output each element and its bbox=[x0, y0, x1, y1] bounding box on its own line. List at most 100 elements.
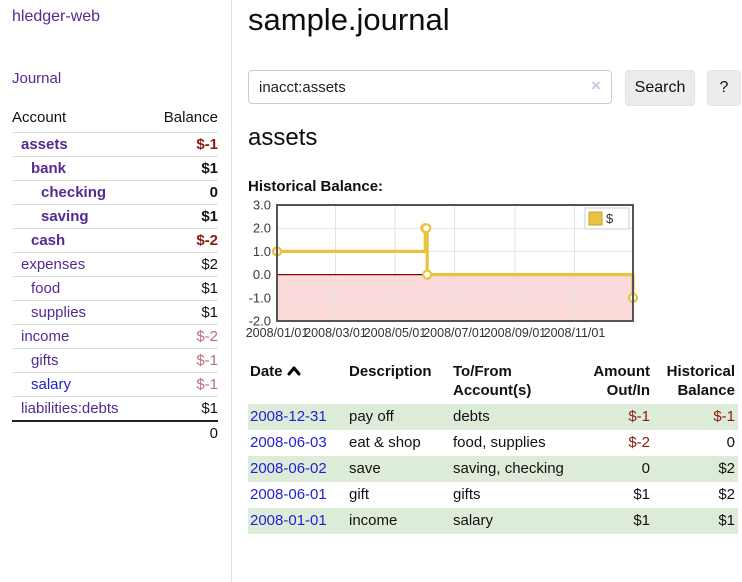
svg-text:1.0: 1.0 bbox=[253, 244, 271, 259]
account-row-checking: checking 0 bbox=[12, 180, 218, 204]
register-table: Date Description To/From Account(s) Amou… bbox=[248, 360, 738, 534]
transaction-date-link[interactable]: 2008-06-02 bbox=[250, 460, 327, 477]
help-button[interactable]: ? bbox=[707, 70, 741, 106]
account-balance: $-1 bbox=[196, 136, 218, 153]
account-link-liabilities-debts[interactable]: liabilities:debts bbox=[21, 400, 119, 417]
svg-text:2008/05/01: 2008/05/01 bbox=[364, 326, 427, 340]
accounts-table-header: Account Balance bbox=[12, 105, 218, 132]
transaction-date-cell: 2008-12-31 bbox=[248, 404, 347, 430]
transaction-description-cell: eat & shop bbox=[349, 434, 421, 451]
accounts-total-row: 0 bbox=[12, 420, 218, 444]
transaction-row: 2008-06-01 gift gifts $1 $2 bbox=[248, 482, 738, 508]
column-header-date[interactable]: Date bbox=[248, 360, 347, 404]
account-row-food: food $1 bbox=[12, 276, 218, 300]
brand-link[interactable]: hledger-web bbox=[12, 8, 101, 25]
account-link-salary[interactable]: salary bbox=[31, 376, 72, 393]
svg-text:-2.0: -2.0 bbox=[249, 314, 271, 329]
svg-text:$: $ bbox=[606, 211, 614, 226]
search-button[interactable]: Search bbox=[625, 70, 695, 106]
transaction-accounts-cell: debts bbox=[453, 408, 490, 425]
account-link-checking[interactable]: checking bbox=[41, 184, 107, 201]
transaction-date-link[interactable]: 2008-01-01 bbox=[250, 512, 327, 529]
account-row-liabilities-debts: liabilities:debts $1 bbox=[12, 396, 218, 420]
account-link-bank[interactable]: bank bbox=[31, 160, 67, 177]
svg-text:2008/01/01: 2008/01/01 bbox=[246, 326, 309, 340]
transaction-amount-cell: $-2 bbox=[628, 434, 650, 451]
account-balance: $1 bbox=[201, 208, 218, 225]
account-link-gifts[interactable]: gifts bbox=[31, 352, 59, 369]
transaction-description-cell: income bbox=[349, 512, 398, 529]
sort-ascending-icon bbox=[287, 363, 301, 382]
account-balance: $1 bbox=[201, 400, 218, 417]
column-header-description: Description bbox=[349, 363, 432, 380]
sidebar-item-journal[interactable]: Journal bbox=[12, 70, 62, 87]
account-link-expenses[interactable]: expenses bbox=[21, 256, 86, 273]
account-row-expenses: expenses $2 bbox=[12, 252, 218, 276]
account-link-income[interactable]: income bbox=[21, 328, 70, 345]
account-row-bank: bank $1 bbox=[12, 156, 218, 180]
account-row-income: income $-2 bbox=[12, 324, 218, 348]
column-header-accounts: To/From Account(s) bbox=[453, 363, 532, 399]
account-balance: $-1 bbox=[196, 376, 218, 393]
search-form: × Search ? bbox=[248, 70, 742, 106]
account-row-cash: cash $-2 bbox=[12, 228, 218, 252]
sidebar: hledger-web Journal Account Balance asse… bbox=[0, 0, 232, 582]
svg-text:2008/11/01: 2008/11/01 bbox=[544, 326, 606, 340]
account-balance: $1 bbox=[201, 280, 218, 297]
transaction-date-cell: 2008-06-02 bbox=[248, 456, 347, 482]
transaction-date-link[interactable]: 2008-12-31 bbox=[250, 408, 327, 425]
transaction-date-link[interactable]: 2008-06-01 bbox=[250, 486, 327, 503]
transaction-date-cell: 2008-06-03 bbox=[248, 430, 347, 456]
account-row-assets: assets $-1 bbox=[12, 132, 218, 156]
accounts-table: Account Balance assets $-1 bank $1 check… bbox=[12, 105, 218, 444]
page-title: sample.journal bbox=[248, 2, 450, 37]
transaction-amount-cell: $-1 bbox=[628, 408, 650, 425]
historical-balance-chart: 3.0 2.0 1.0 0.0 -1.0 -2.0 2008/01/01 2008/03/01… bbox=[240, 198, 700, 350]
svg-text:2008/03/01: 2008/03/01 bbox=[304, 326, 367, 340]
transaction-date-cell: 2008-01-01 bbox=[248, 508, 347, 534]
account-balance: $1 bbox=[201, 160, 218, 177]
account-link-assets[interactable]: assets bbox=[21, 136, 68, 153]
account-balance: $1 bbox=[201, 304, 218, 321]
transaction-date-link[interactable]: 2008-06-03 bbox=[250, 434, 327, 451]
account-balance: $-1 bbox=[196, 352, 218, 369]
svg-text:2008/07/01: 2008/07/01 bbox=[423, 326, 486, 340]
account-balance: $2 bbox=[201, 256, 218, 273]
svg-text:0.0: 0.0 bbox=[253, 267, 271, 282]
transaction-balance-cell: $2 bbox=[718, 460, 735, 477]
account-row-supplies: supplies $1 bbox=[12, 300, 218, 324]
transaction-description-cell: save bbox=[349, 460, 381, 477]
account-link-supplies[interactable]: supplies bbox=[31, 304, 87, 321]
account-balance: $-2 bbox=[196, 328, 218, 345]
account-link-saving[interactable]: saving bbox=[41, 208, 89, 225]
account-row-salary: salary $-1 bbox=[12, 372, 218, 396]
transaction-amount-cell: $1 bbox=[633, 512, 650, 529]
transaction-accounts-cell: food, supplies bbox=[453, 434, 546, 451]
account-row-saving: saving $1 bbox=[12, 204, 218, 228]
svg-text:2008/09/01: 2008/09/01 bbox=[484, 326, 547, 340]
account-balance: $-2 bbox=[196, 232, 218, 249]
transaction-date-cell: 2008-06-01 bbox=[248, 482, 347, 508]
column-header-balance: Historical Balance bbox=[666, 363, 735, 399]
transaction-amount-cell: 0 bbox=[641, 460, 650, 477]
column-header-amount: Amount Out/In bbox=[593, 363, 650, 399]
transaction-description-cell: pay off bbox=[349, 408, 394, 425]
account-link-cash[interactable]: cash bbox=[31, 232, 66, 249]
transaction-balance-cell: 0 bbox=[726, 434, 735, 451]
transaction-balance-cell: $1 bbox=[718, 512, 735, 529]
transaction-accounts-cell: salary bbox=[453, 512, 494, 529]
transaction-amount-cell: $1 bbox=[633, 486, 650, 503]
accounts-header-balance: Balance bbox=[163, 109, 218, 126]
account-link-food[interactable]: food bbox=[31, 280, 61, 297]
svg-text:2.0: 2.0 bbox=[253, 221, 271, 236]
transaction-balance-cell: $-1 bbox=[713, 408, 735, 425]
register-header-row: Date Description To/From Account(s) Amou… bbox=[248, 360, 738, 404]
transaction-row: 2008-06-02 save saving, checking 0 $2 bbox=[248, 456, 738, 482]
transaction-row: 2008-12-31 pay off debts $-1 $-1 bbox=[248, 404, 738, 430]
chart-title-label: Historical Balance: bbox=[248, 178, 384, 195]
transaction-description-cell: gift bbox=[349, 486, 370, 503]
clear-search-icon[interactable]: × bbox=[591, 76, 601, 95]
search-input[interactable] bbox=[248, 70, 612, 104]
balance-line-chart: 3.0 2.0 1.0 0.0 -1.0 -2.02008/01/012008/03/01… bbox=[246, 198, 639, 340]
